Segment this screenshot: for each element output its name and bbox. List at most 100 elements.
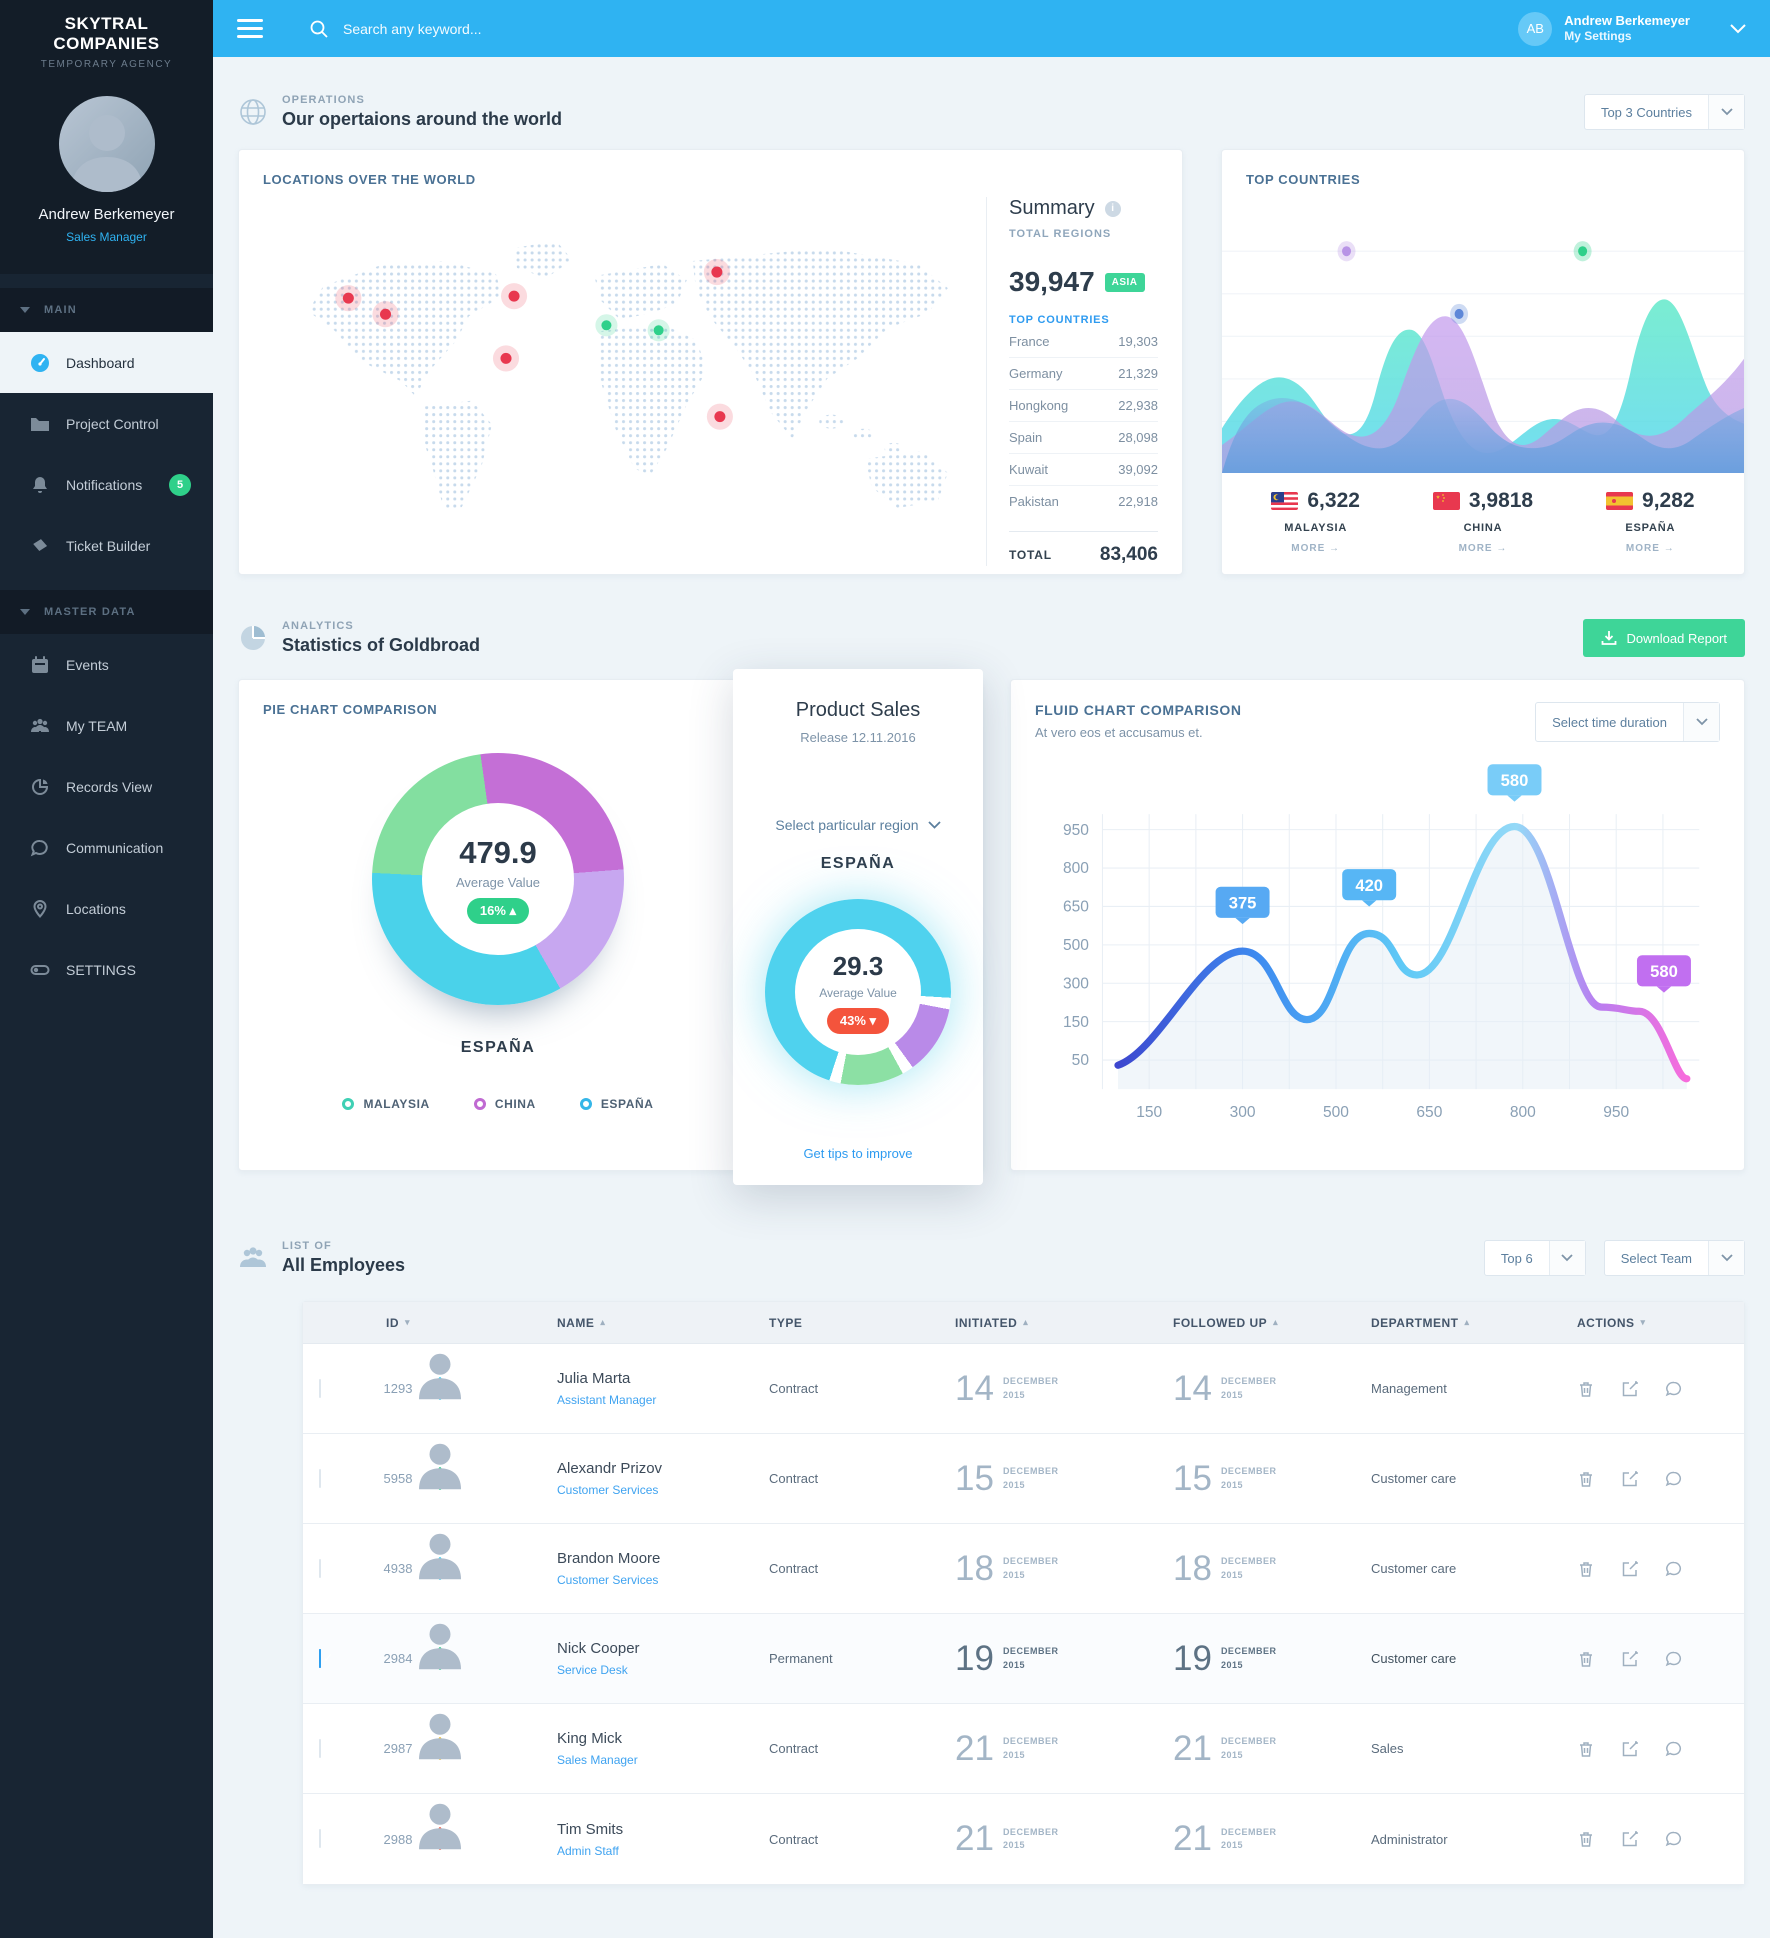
row-checkbox[interactable] [319,1378,321,1398]
sidebar-item-events[interactable]: Events [0,634,213,695]
followed-date: 18 DECEMBER 2015 [1173,1548,1277,1588]
summary-subtitle: TOTAL REGIONS [1009,228,1112,240]
employee-role-link[interactable]: Sales Manager [557,1753,638,1767]
chevron-down-icon [20,609,30,615]
comment-icon[interactable] [1665,1740,1683,1758]
people-icon [240,1247,266,1267]
time-duration-select[interactable]: Select time duration [1535,702,1720,742]
followed-date: 19 DECEMBER 2015 [1173,1638,1277,1678]
row-checkbox[interactable] [319,1829,321,1848]
delete-icon[interactable] [1577,1740,1595,1758]
sidebar-item-notifications[interactable]: Notifications 5 [0,454,213,515]
followed-date: 21 DECEMBER 2015 [1173,1819,1277,1858]
svg-text:950: 950 [1603,1104,1629,1121]
search-input[interactable] [343,20,723,37]
svg-text:300: 300 [1063,975,1089,992]
employee-role-link[interactable]: Service Desk [557,1663,628,1677]
get-tips-link[interactable]: Get tips to improve [803,1146,913,1161]
employee-role-link[interactable]: Customer Services [557,1573,659,1587]
comment-icon[interactable] [1665,1380,1683,1398]
sidebar-item-locations[interactable]: Locations [0,878,213,939]
avatar [58,96,155,192]
profile-role[interactable]: Sales Manager [66,230,147,244]
operations-title: Our opertaions around the world [282,109,563,129]
edit-icon[interactable] [1621,1380,1639,1398]
download-report-button[interactable]: Download Report [1582,619,1745,657]
more-link[interactable]: MORE → [1458,543,1508,554]
menu-icon[interactable] [237,14,263,43]
col-header-id[interactable]: ID ▾ [385,1315,411,1330]
col-header-type[interactable]: TYPE [769,1315,803,1330]
employee-role-link[interactable]: Admin Staff [557,1843,619,1858]
row-checkbox[interactable] [319,1468,321,1488]
col-header-actions[interactable]: ACTIONS ▾ [1577,1315,1646,1330]
more-link[interactable]: MORE → [1291,543,1341,554]
top-countries-card: TOP COUNTRIES [1221,149,1745,575]
delete-icon[interactable] [1577,1560,1595,1578]
edit-icon[interactable] [1621,1560,1639,1578]
more-link[interactable]: MORE → [1625,543,1675,554]
employee-role-link[interactable]: Assistant Manager [557,1393,657,1407]
legend-bullet [579,1098,592,1110]
list-item: Pakistan 22,918 [1009,494,1158,509]
top-countries-filter[interactable]: Top 3 Countries [1583,94,1745,130]
sidebar-item-communication[interactable]: Communication [0,817,213,878]
employee-role-link[interactable]: Customer Services [557,1483,659,1497]
map-pin-icon [33,899,47,918]
delete-icon[interactable] [1577,1380,1595,1398]
sidebar-item-ticket-builder[interactable]: Ticket Builder [0,515,213,576]
delta-pill[interactable]: 16% ▴ [466,897,530,924]
fluid-card-subtitle: At vero eos et accusamus et. [1035,725,1203,740]
table-header: ID ▾ NAME ▴ TYPE INITIATED ▴ FOLLOWED UP ▴ D… [303,1302,1744,1344]
sidebar-item-records-view[interactable]: Records View [0,756,213,817]
sidebar-item-settings[interactable]: SETTINGS [0,939,213,1000]
delete-icon[interactable] [1577,1830,1595,1848]
select-team-select[interactable]: Select Team [1603,1240,1745,1276]
user-name: Andrew Berkemeyer [1564,12,1690,28]
employee-name: Tim Smits [557,1820,624,1838]
col-header-followed-up[interactable]: FOLLOWED UP ▴ [1173,1315,1279,1330]
row-checkbox[interactable] [319,1738,321,1758]
product-sales-title: Product Sales [795,699,921,721]
select-region-dropdown[interactable]: Select particular region [775,817,941,833]
stat-malaysia: 6,322 MALAYSIA MORE → [1232,489,1399,554]
sidebar-item-my-team[interactable]: My TEAM [0,695,213,756]
comment-icon[interactable] [1665,1560,1683,1578]
my-settings-link[interactable]: My Settings [1564,29,1632,44]
edit-icon[interactable] [1621,1470,1639,1488]
initiated-date: 15 DECEMBER 2015 [955,1458,1059,1498]
delete-icon[interactable] [1577,1650,1595,1668]
row-checkbox[interactable] [319,1558,321,1578]
employees-table: ID ▾ NAME ▴ TYPE INITIATED ▴ FOLLOWED UP ▴ D… [302,1301,1745,1885]
edit-icon[interactable] [1621,1830,1639,1848]
chart-dots [1337,241,1592,325]
col-header-department[interactable]: DEPARTMENT ▴ [1371,1315,1470,1330]
delete-icon[interactable] [1577,1470,1595,1488]
list-item: France 19,303 [1009,326,1158,358]
pie-chart-icon [241,626,265,650]
list-item: Germany 21,329 [1009,358,1158,390]
sidebar-item-project-control[interactable]: Project Control [0,393,213,454]
top-n-select[interactable]: Top 6 [1483,1240,1586,1276]
map-markers [335,258,733,430]
delta-pill[interactable]: 43% ▾ [826,1007,890,1034]
row-checkbox[interactable] [319,1648,321,1668]
edit-icon[interactable] [1621,1740,1639,1758]
list-item: Hongkong 22,938 [1009,390,1158,422]
edit-icon[interactable] [1621,1650,1639,1668]
svg-text:580: 580 [1501,771,1529,790]
nav-section-main[interactable]: MAIN [0,288,213,332]
svg-text:150: 150 [1136,1104,1162,1121]
legend-item-malaysia: MALAYSIA [342,1097,429,1111]
col-header-initiated[interactable]: INITIATED ▴ [955,1315,1029,1330]
info-icon[interactable]: i [1104,200,1121,217]
comment-icon[interactable] [1665,1650,1683,1668]
user-menu[interactable]: AB Andrew Berkemeyer My Settings [1518,11,1746,46]
nav-section-master-data[interactable]: MASTER DATA [0,590,213,634]
comment-icon[interactable] [1665,1830,1683,1848]
comment-icon[interactable] [1665,1470,1683,1488]
col-header-name[interactable]: NAME ▴ [557,1315,606,1330]
sidebar-item-dashboard[interactable]: Dashboard [0,332,213,393]
fluid-comparison-card: FLUID CHART COMPARISON At vero eos et ac… [1010,679,1745,1171]
